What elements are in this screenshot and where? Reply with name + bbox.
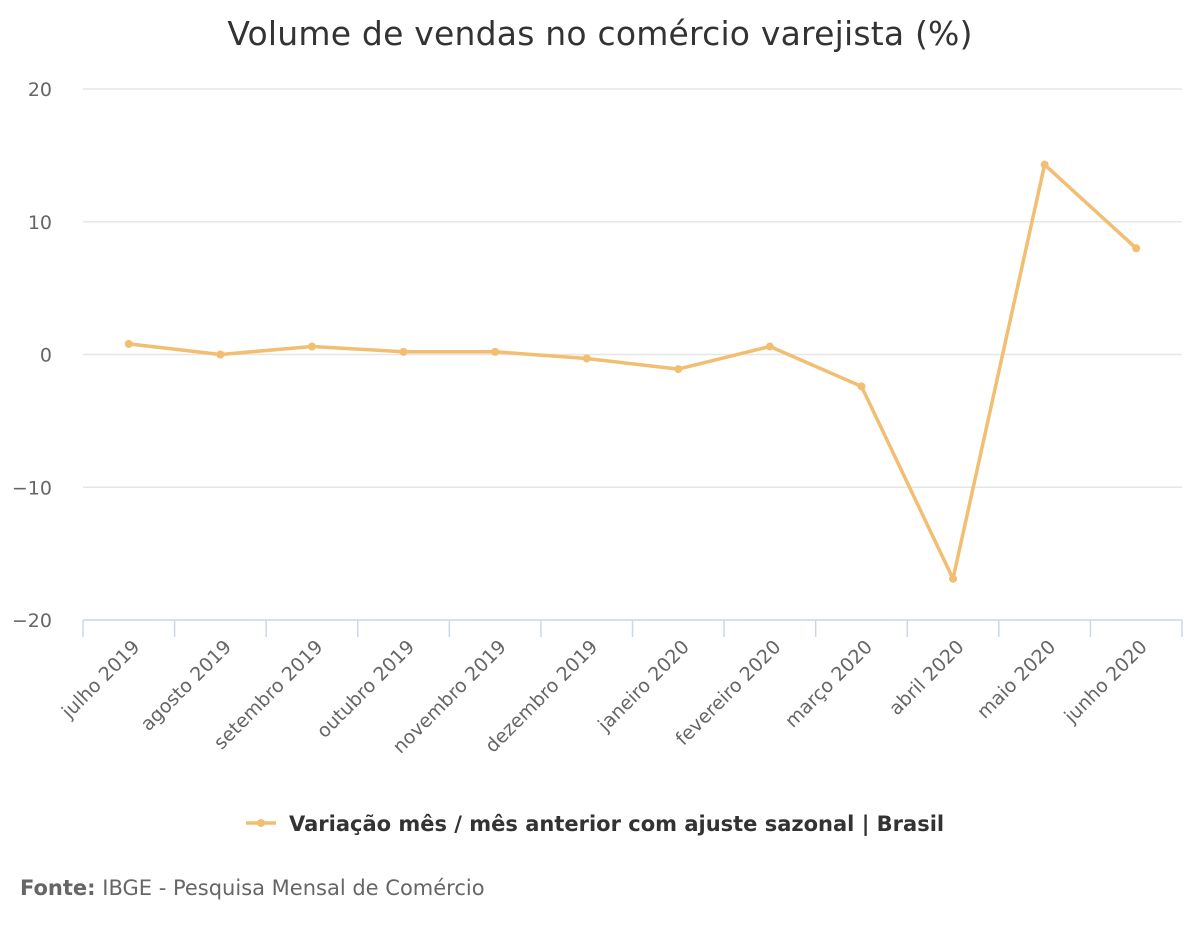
x-tick-label: março 2020 — [781, 636, 877, 732]
x-tick-label: agosto 2019 — [136, 636, 235, 735]
data-point — [1132, 244, 1141, 253]
y-tick-label: 20 — [28, 79, 52, 101]
x-tick-label: abril 2020 — [885, 636, 969, 720]
data-point — [582, 354, 591, 363]
data-point — [949, 574, 958, 583]
chart-title: Volume de vendas no comércio varejista (… — [227, 14, 973, 53]
data-point — [674, 365, 683, 374]
y-tick-label: 0 — [40, 345, 52, 367]
x-tick-label: junho 2020 — [1060, 636, 1152, 728]
y-tick-label: 10 — [28, 212, 52, 234]
data-point — [491, 347, 500, 356]
x-tick-label: outubro 2019 — [313, 636, 420, 743]
source-text: IBGE - Pesquisa Mensal de Comércio — [102, 876, 485, 900]
data-point — [124, 339, 133, 348]
x-tick-label: julho 2019 — [57, 636, 144, 723]
y-tick-label: −10 — [12, 477, 52, 499]
legend-label: Variação mês / mês anterior com ajuste s… — [289, 812, 944, 837]
x-tick-label: maio 2020 — [973, 636, 1060, 723]
y-tick-label: −20 — [12, 610, 52, 632]
x-tick-label: janeiro 2020 — [593, 636, 694, 737]
source-label: Fonte: — [20, 876, 96, 900]
data-point — [399, 347, 408, 356]
data-point — [307, 342, 316, 351]
data-point — [765, 342, 774, 351]
source-note: Fonte: IBGE - Pesquisa Mensal de Comérci… — [20, 876, 485, 900]
series-line — [127, 162, 1138, 581]
data-point — [216, 350, 225, 359]
data-point — [857, 382, 866, 391]
legend-marker-symbol — [257, 819, 265, 827]
data-point — [1040, 160, 1049, 169]
